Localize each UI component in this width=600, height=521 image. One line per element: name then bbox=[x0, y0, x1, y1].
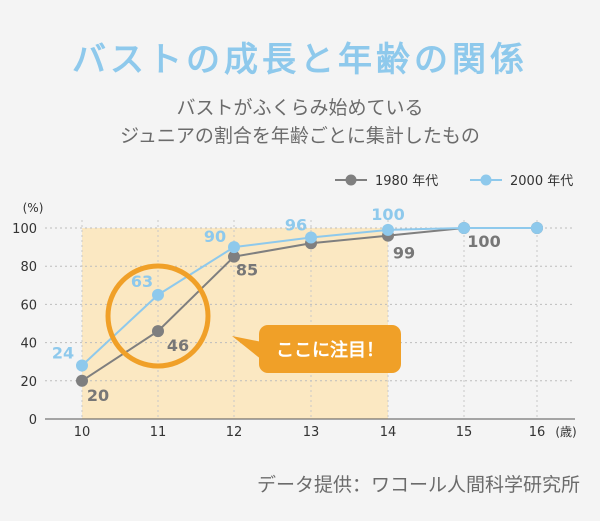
data-label: 90 bbox=[204, 227, 226, 246]
x-tick-label: 11 bbox=[150, 425, 167, 440]
data-point bbox=[76, 374, 88, 387]
legend-label: 1980 年代 bbox=[375, 174, 438, 189]
chart-subtitle: バストがふくらみ始めている ジュニアの割合を年齢ごとに集計したもの bbox=[0, 94, 600, 150]
data-point bbox=[531, 222, 543, 234]
data-point bbox=[228, 241, 240, 254]
x-tick-label: 13 bbox=[303, 425, 320, 440]
data-point bbox=[152, 325, 164, 338]
callout-label: ここに注目！ bbox=[276, 339, 384, 361]
y-tick-label: 60 bbox=[20, 298, 37, 313]
callout-bubble bbox=[259, 325, 401, 373]
x-tick-label: 16 bbox=[529, 425, 546, 440]
chart-title: バストの成長と年齢の関係 bbox=[72, 40, 528, 80]
data-label: 24 bbox=[52, 344, 74, 363]
x-axis-unit: (歳) bbox=[555, 425, 576, 439]
data-point bbox=[305, 231, 317, 244]
y-tick-label: 80 bbox=[20, 260, 37, 275]
subtitle-line-1: バストがふくらみ始めている bbox=[176, 97, 424, 119]
focus-circle bbox=[105, 263, 211, 369]
data-label: 85 bbox=[236, 261, 258, 280]
x-tick-label: 15 bbox=[456, 425, 473, 440]
y-tick-label: 0 bbox=[29, 413, 37, 428]
data-point bbox=[382, 223, 394, 236]
legend-marker bbox=[345, 174, 357, 186]
y-axis-unit: (%) bbox=[23, 201, 44, 215]
x-tick-label: 14 bbox=[380, 425, 397, 440]
data-label: 20 bbox=[87, 386, 109, 405]
subtitle-line-2: ジュニアの割合を年齢ごとに集計したもの bbox=[120, 125, 480, 147]
x-tick-label: 10 bbox=[74, 425, 91, 440]
y-tick-label: 40 bbox=[20, 337, 37, 352]
x-tick-label: 12 bbox=[226, 425, 243, 440]
data-label: 46 bbox=[167, 336, 189, 355]
legend-label: 2000 年代 bbox=[510, 174, 573, 189]
legend-marker bbox=[480, 174, 492, 186]
data-point bbox=[152, 288, 164, 301]
data-point bbox=[76, 359, 88, 372]
data-label: 100 bbox=[371, 205, 404, 224]
data-label: 99 bbox=[393, 244, 415, 263]
data-point bbox=[228, 250, 240, 263]
y-tick-label: 20 bbox=[20, 375, 37, 390]
data-point bbox=[458, 222, 470, 234]
data-label: 63 bbox=[131, 272, 153, 291]
data-source: データ提供：ワコール人間科学研究所 bbox=[256, 474, 580, 496]
y-tick-label: 100 bbox=[12, 222, 37, 237]
data-label: 100 bbox=[467, 232, 500, 251]
callout-pointer bbox=[232, 336, 262, 360]
data-label: 96 bbox=[285, 216, 307, 235]
